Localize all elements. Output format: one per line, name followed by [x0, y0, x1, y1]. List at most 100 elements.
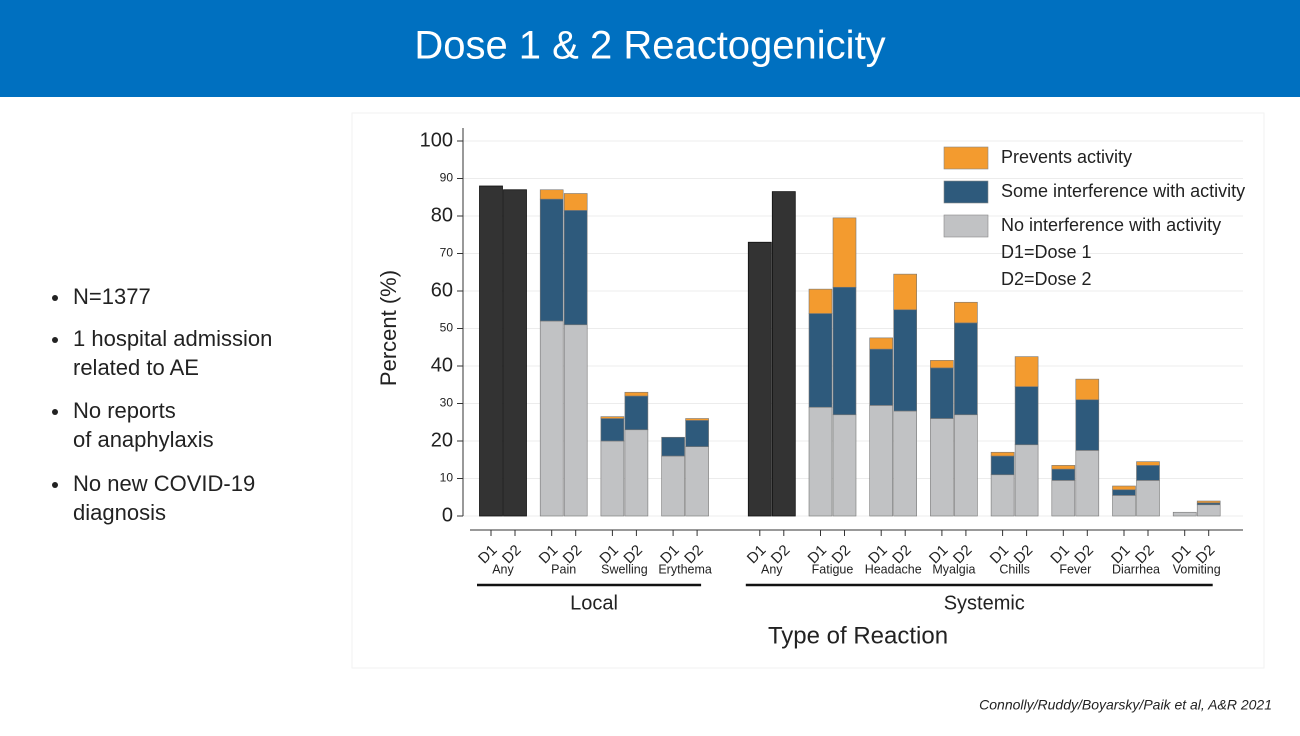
y-tick-label: 70: [440, 246, 454, 260]
bar-segment: [832, 217, 857, 288]
bar-segment: [930, 367, 954, 419]
y-tick-label: 0: [442, 504, 453, 526]
bar-segment: [661, 455, 685, 517]
bar-segment: [539, 320, 564, 517]
y-tick-label: 10: [440, 471, 454, 485]
legend-swatch: [943, 146, 989, 170]
bar-segment: [1051, 468, 1076, 481]
bar-segment: [539, 198, 564, 322]
group-label: Any: [761, 562, 783, 576]
bar-segment: [893, 410, 918, 517]
bar-segment: [990, 455, 1015, 476]
bar-segment: [624, 429, 649, 517]
y-tick-label: 30: [440, 396, 454, 410]
group-label: Erythema: [658, 562, 712, 576]
bar-segment: [808, 406, 833, 517]
bar-segment: [1136, 465, 1160, 481]
bar-segment: [1014, 444, 1039, 517]
bullet-text: diagnosis: [73, 500, 166, 525]
bar: [771, 191, 796, 517]
y-tick-label: 60: [431, 279, 453, 301]
group-label: Headache: [865, 562, 922, 576]
bullet-text: No new COVID-19: [73, 471, 255, 496]
bar-segment: [624, 395, 649, 431]
y-tick-label: 90: [440, 171, 454, 185]
bar-segment: [869, 348, 894, 406]
bullet-text: related to AE: [73, 355, 199, 380]
bar-segment: [563, 324, 588, 517]
bullet-dot: [52, 337, 58, 343]
bar-segment: [1172, 511, 1197, 517]
bar-segment: [808, 288, 833, 314]
y-tick-label: 20: [431, 429, 453, 451]
section-label: Systemic: [944, 592, 1025, 614]
bullet-list: N=1377 1 hospital admission related to AE N…: [52, 284, 272, 525]
bar-segment: [1196, 504, 1221, 517]
legend-swatch: [943, 180, 989, 204]
bar-segment: [563, 193, 588, 211]
y-tick-label: 100: [420, 129, 453, 151]
bar-segment: [832, 286, 857, 416]
bar-segment: [1196, 500, 1221, 504]
bar-segment: [954, 414, 978, 517]
bar-segment: [869, 405, 894, 517]
y-axis-label: Percent (%): [376, 270, 401, 386]
bar-segment: [1051, 480, 1076, 517]
bar-segment: [1075, 399, 1100, 451]
bar-segment: [832, 414, 857, 517]
bar-segment: [990, 451, 1015, 457]
legend-note: D1=Dose 1: [1001, 242, 1092, 262]
bullet-dot: [52, 295, 58, 301]
y-tick-label: 50: [440, 321, 454, 335]
bar-segment: [1051, 465, 1076, 470]
group-label: Pain: [551, 562, 576, 576]
bullet-text: No reports: [73, 398, 176, 423]
group-label: Swelling: [601, 562, 648, 576]
bullet-dot: [52, 409, 58, 415]
bar-segment: [869, 337, 894, 350]
citation: Connolly/Ruddy/Boyarsky/Paik et al, A&R …: [979, 697, 1272, 713]
bullet-text: of anaphylaxis: [73, 427, 214, 452]
section-label: Local: [570, 592, 618, 614]
bar-segment: [954, 322, 978, 416]
bar-segment: [1075, 450, 1100, 517]
bullet-dot: [52, 482, 58, 488]
bullet-text: N=1377: [73, 284, 151, 309]
bar: [747, 241, 772, 517]
bar-segment: [600, 418, 625, 442]
y-tick-label: 40: [431, 354, 453, 376]
bar-segment: [1014, 356, 1039, 387]
bar-segment: [600, 440, 625, 517]
bar-segment: [1136, 461, 1160, 466]
legend-label: Prevents activity: [1001, 147, 1132, 167]
header-bar: [0, 0, 1300, 97]
bar-segment: [930, 418, 954, 517]
group-label: Any: [492, 562, 514, 576]
legend-label: No interference with activity: [1001, 215, 1221, 235]
group-label: Fever: [1059, 562, 1091, 576]
bar-segment: [808, 313, 833, 408]
bar-segment: [990, 474, 1015, 517]
group-label: Chills: [999, 562, 1030, 576]
bar-segment: [624, 391, 649, 397]
legend-swatch: [943, 214, 989, 238]
bar-segment: [661, 436, 685, 457]
bar-segment: [1112, 485, 1136, 491]
slide-title: Dose 1 & 2 Reactogenicity: [414, 24, 885, 68]
bar: [479, 185, 503, 517]
group-label: Fatigue: [812, 562, 854, 576]
bar-segment: [563, 210, 588, 326]
group-label: Vomiting: [1173, 562, 1221, 576]
bar-segment: [685, 446, 709, 517]
y-tick-label: 80: [431, 204, 453, 226]
bar-segment: [685, 420, 709, 447]
legend-label: Some interference with activity: [1001, 181, 1245, 201]
chart: 0 10 20 30 40 50 60 70 80 90 100 Percent (%) Type of…: [376, 128, 1245, 649]
bar-segment: [600, 416, 625, 419]
bar-segment: [893, 273, 918, 311]
bullet-text: 1 hospital admission: [73, 326, 272, 351]
bar-segment: [539, 189, 564, 200]
chart-frame: [351, 112, 1265, 669]
bar-segment: [893, 309, 918, 412]
